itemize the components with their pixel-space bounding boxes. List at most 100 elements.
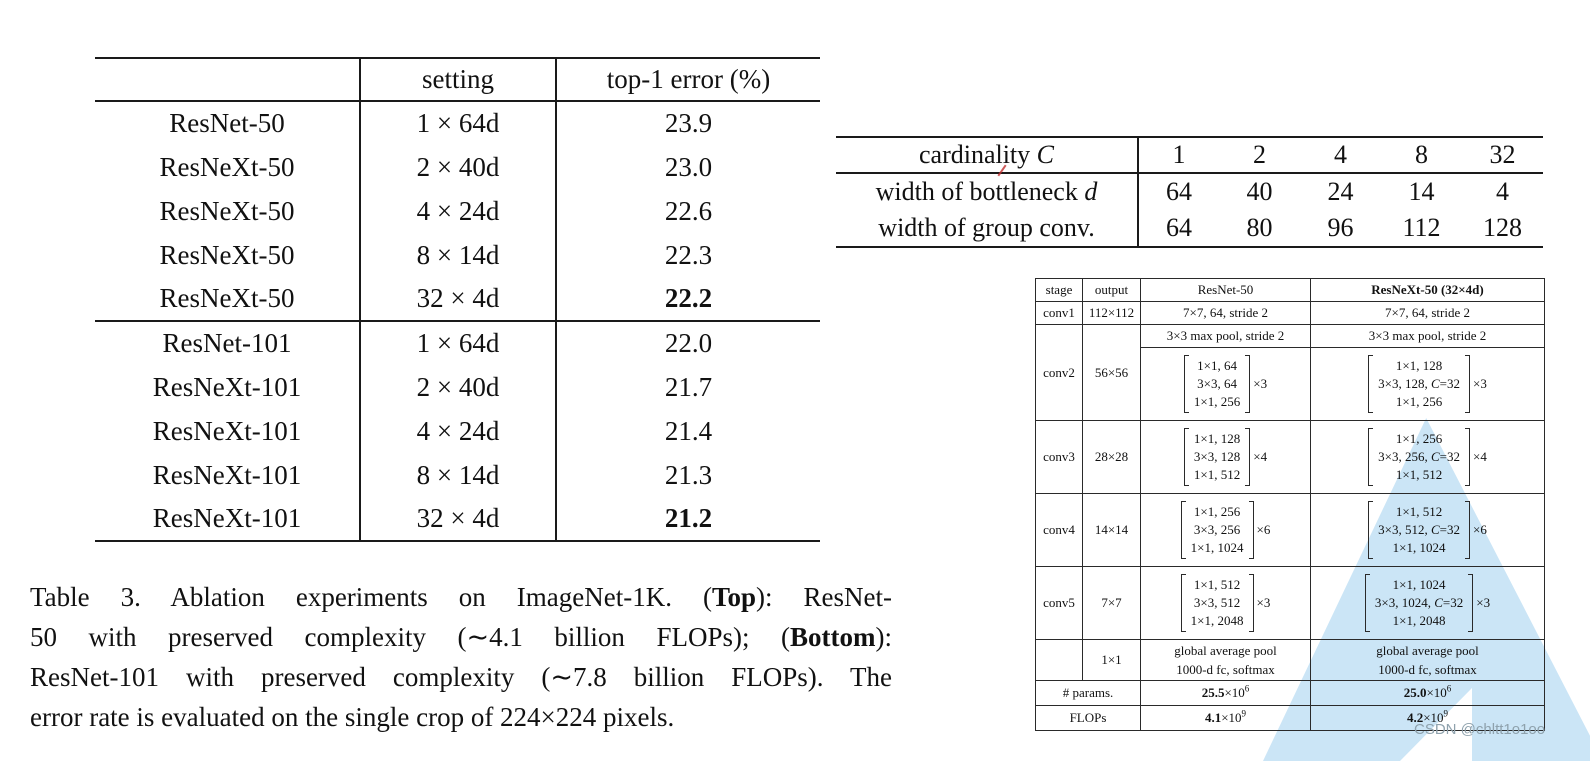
header-top1-error: top-1 error (%) bbox=[555, 58, 820, 102]
line-text: =32 bbox=[1442, 595, 1464, 610]
cell-output: 28×28 bbox=[1082, 420, 1141, 494]
line-text: 3×3, 256, bbox=[1378, 449, 1431, 464]
flops-exp: 9 bbox=[1241, 708, 1247, 719]
block-line: 1×1, 512 bbox=[1395, 504, 1443, 519]
cell-error: 22.2 bbox=[555, 277, 820, 322]
cell-setting: 1 × 64d bbox=[359, 101, 556, 145]
conv3-block-row: conv3 28×28 1×1, 128 3×3, 128 1×1, 512 ×… bbox=[1035, 420, 1545, 494]
flops-value: 4.2 bbox=[1406, 710, 1424, 725]
left-bracket bbox=[1368, 355, 1374, 413]
params-label: # params. bbox=[1035, 680, 1141, 706]
value-cell: 40 bbox=[1246, 177, 1273, 206]
block-multiplier: ×6 bbox=[1473, 522, 1487, 537]
flops-row: FLOPs 4.1×109 4.2×109 bbox=[1035, 705, 1545, 731]
cell-output: 7×7 bbox=[1082, 566, 1141, 640]
right-bracket bbox=[1245, 428, 1251, 486]
ablation-table: setting top-1 error (%) ResNet-50 1 × 64… bbox=[95, 57, 820, 542]
block-line: 1×1, 64 bbox=[1197, 358, 1237, 373]
table-row: ResNeXt-50 32 × 4d 22.2 bbox=[95, 277, 820, 322]
cell-setting: 2 × 40d bbox=[359, 145, 556, 189]
cell-output: 14×14 bbox=[1082, 493, 1141, 567]
flops-base: ×10 bbox=[1423, 710, 1444, 725]
cell-error: 22.6 bbox=[555, 189, 820, 233]
value-cell: 4 bbox=[1300, 137, 1381, 174]
ablation-table-wrap: setting top-1 error (%) ResNet-50 1 × 64… bbox=[95, 57, 820, 542]
value-cell: 1 bbox=[1137, 137, 1219, 174]
row-label: width of group conv. bbox=[836, 210, 1138, 247]
table-row: ResNeXt-101 32 × 4d 21.2 bbox=[95, 497, 820, 541]
cell-error: 21.3 bbox=[555, 453, 820, 497]
caption-text: 50 with preserved complexity (∼4.1 billi… bbox=[30, 622, 791, 652]
cell-setting: 32 × 4d bbox=[359, 277, 556, 322]
cell-model: ResNeXt-101 bbox=[152, 459, 302, 490]
block-lines: 1×1, 512 3×3, 512, C=32 1×1, 1024 bbox=[1373, 503, 1465, 557]
right-bracket bbox=[1465, 355, 1470, 413]
label-var: d bbox=[1084, 177, 1098, 206]
cell-error: 23.0 bbox=[555, 145, 820, 189]
value-cell: 2 bbox=[1219, 137, 1300, 174]
block-line: 3×3, 256 bbox=[1193, 522, 1241, 537]
header-resnext50: ResNeXt-50 (32×4d) bbox=[1310, 278, 1545, 302]
block-line: 1×1, 512 bbox=[1395, 467, 1443, 482]
right-bracket bbox=[1468, 574, 1474, 632]
cell-output: 1×1 bbox=[1082, 639, 1141, 681]
cell-maxpool-resnext: 3×3 max pool, stride 2 bbox=[1310, 324, 1545, 348]
cell-model: ResNet-101 bbox=[162, 328, 292, 358]
avgpool-row: 1×1 global average pool 1000-d fc, softm… bbox=[1035, 639, 1545, 681]
block-cell: 1×1, 64 3×3, 64 1×1, 256 ×3 bbox=[1140, 347, 1311, 421]
block-line: 3×3, 512, C=32 bbox=[1378, 521, 1460, 539]
block-lines: 1×1, 64 3×3, 64 1×1, 256 bbox=[1189, 357, 1245, 411]
block-line: 1×1, 256 bbox=[1395, 431, 1443, 446]
caption-text: error rate is evaluated on the single cr… bbox=[30, 702, 675, 732]
group-conv-width-row: width of group conv. 64 80 96 112 128 bbox=[836, 210, 1543, 247]
cell-stage: conv3 bbox=[1035, 420, 1083, 494]
cell-setting: 8 × 14d bbox=[359, 233, 556, 277]
cell-model: ResNeXt-101 bbox=[152, 503, 302, 533]
cardinality-table: cardinality C 1 2 4 8 32 width of bottle… bbox=[836, 136, 1543, 248]
line-text: 3×3, 1024, bbox=[1374, 595, 1435, 610]
block-multiplier: ×3 bbox=[1256, 595, 1271, 610]
cell-conv1-resnext: 7×7, 64, stride 2 bbox=[1310, 301, 1545, 325]
params-resnext: 25.0×106 bbox=[1310, 680, 1545, 706]
header-setting: setting bbox=[359, 58, 556, 102]
caption-line: 50 with preserved complexity (∼4.1 billi… bbox=[30, 617, 892, 657]
row-label: width of bottleneck d bbox=[836, 173, 1138, 210]
block-line: 1×1, 128 bbox=[1395, 358, 1443, 373]
block-cell: 1×1, 256 3×3, 256, C=32 1×1, 512 ×4 bbox=[1310, 420, 1545, 494]
right-bracket bbox=[1248, 501, 1254, 559]
caption-text: ResNet-101 with preserved complexity (∼7… bbox=[30, 662, 892, 692]
block-cell: 1×1, 512 3×3, 512 1×1, 2048 ×3 bbox=[1140, 566, 1311, 640]
architecture-table: stage output ResNet-50 ResNeXt-50 (32×4d… bbox=[1035, 278, 1545, 731]
left-bracket bbox=[1368, 428, 1374, 486]
flops-resnext: 4.2×109 bbox=[1310, 705, 1545, 731]
label-text: width of bottleneck bbox=[875, 177, 1085, 206]
block-line: 3×3, 512 bbox=[1193, 595, 1241, 610]
block-lines: 1×1, 128 3×3, 128, C=32 1×1, 256 bbox=[1373, 357, 1465, 411]
block-lines: 1×1, 128 3×3, 128 1×1, 512 bbox=[1189, 430, 1245, 484]
block-multiplier: ×3 bbox=[1253, 376, 1268, 391]
block-line: 1×1, 256 bbox=[1193, 504, 1241, 519]
table-row: ResNeXt-50 2 × 40d 23.0 bbox=[95, 145, 820, 189]
conv5-block-row: conv5 7×7 1×1, 512 3×3, 512 1×1, 2048 ×3 bbox=[1035, 566, 1545, 640]
cell-model: ResNet-50 bbox=[169, 108, 285, 138]
block-line: 1×1, 512 bbox=[1193, 467, 1241, 482]
block-line: 3×3, 64 bbox=[1197, 376, 1237, 391]
architecture-table-wrap: stage output ResNet-50 ResNeXt-50 (32×4d… bbox=[1035, 278, 1545, 731]
bottleneck-width-row: width of bottleneck d 64 40 24 14 4 bbox=[836, 173, 1543, 210]
pool-line: 1000-d fc, softmax bbox=[1378, 662, 1477, 677]
left-bracket bbox=[1364, 574, 1370, 632]
header-output: output bbox=[1082, 278, 1141, 302]
params-value: 25.0 bbox=[1403, 685, 1427, 700]
cell-error: 21.7 bbox=[555, 365, 820, 409]
cell-error: 22.3 bbox=[555, 233, 820, 277]
params-base: ×10 bbox=[1224, 685, 1245, 700]
line-text: =32 bbox=[1439, 449, 1460, 464]
cell-avgpool-resnet: global average pool 1000-d fc, softmax bbox=[1140, 639, 1311, 681]
cell-error: 21.2 bbox=[555, 497, 820, 541]
cell-avgpool-resnext: global average pool 1000-d fc, softmax bbox=[1310, 639, 1545, 681]
block-multiplier: ×6 bbox=[1256, 522, 1271, 537]
table-row: ResNeXt-50 8 × 14d 22.3 bbox=[95, 233, 820, 277]
cell-setting: 4 × 24d bbox=[359, 189, 556, 233]
caption-text: Table 3. Ablation experiments on ImageNe… bbox=[30, 582, 712, 612]
